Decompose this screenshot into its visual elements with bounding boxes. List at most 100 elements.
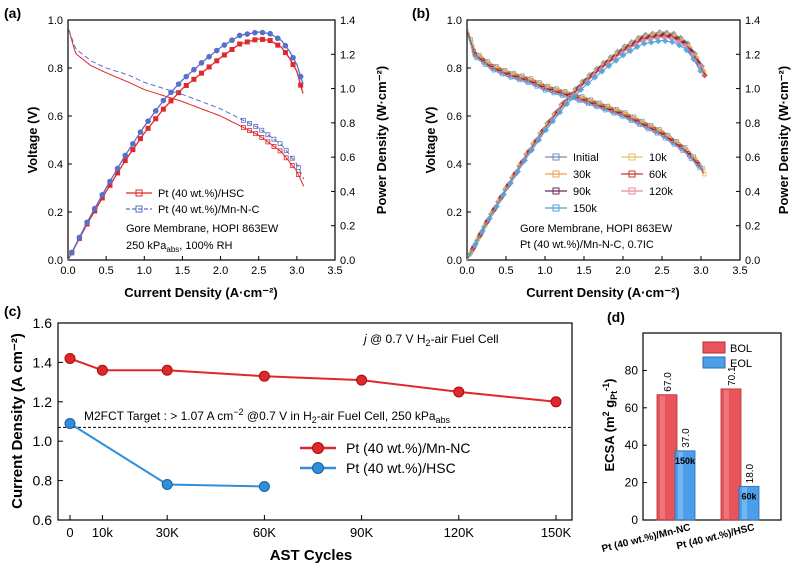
y2-tick-label-b: 1.2 <box>745 49 760 61</box>
power-point-a <box>213 47 220 54</box>
power-point-a <box>297 73 304 80</box>
legend-marker-b <box>628 153 636 161</box>
y2-tick-label-a: 0.8 <box>340 118 355 130</box>
legend-label-b-10k: 10k <box>649 152 667 164</box>
series-line-c-1 <box>69 422 265 488</box>
voltage-point-a <box>283 155 289 161</box>
y-tick-label-b: 1.0 <box>447 15 462 27</box>
voltage-point-b <box>689 157 693 161</box>
y2-tick-label-a: 0.4 <box>340 186 355 198</box>
data-point-c <box>161 479 173 491</box>
x-tick-label-c: 10k <box>92 525 113 540</box>
y-tick-label-a: 0.6 <box>48 111 63 123</box>
panel-label-c: (c) <box>4 303 21 319</box>
power-point-a <box>115 170 121 176</box>
power-point-a <box>145 118 151 124</box>
panel-label-a: (a) <box>4 5 21 21</box>
legend-label-a-mnnc: Pt (40 wt.%)/Mn-N-C <box>158 204 260 216</box>
power-point-a <box>91 205 98 212</box>
x-tick-label-a: 1.5 <box>175 265 190 277</box>
y-tick-label-b: 0.0 <box>447 255 462 267</box>
power-point-a <box>122 158 128 164</box>
voltage-point-b <box>654 131 659 136</box>
legend-marker-b <box>628 187 636 195</box>
voltage-point-a <box>247 128 252 133</box>
voltage-point-b <box>517 78 522 83</box>
legend-label-c-mnnc: Pt (40 wt.%)/Mn-NC <box>346 440 470 456</box>
legend-d: BOL EOL <box>702 341 752 370</box>
y2-tick-label-a: 0.2 <box>340 221 355 233</box>
voltage-point-a <box>241 125 246 130</box>
power-point-a <box>107 178 113 185</box>
power-point-a <box>221 42 228 48</box>
bar-inner-label: 150k <box>675 456 696 466</box>
legend-marker-b <box>628 170 636 178</box>
plot-frame-b <box>466 19 741 261</box>
bar-inner-label: 60k <box>741 491 757 501</box>
power-point-a <box>267 30 273 37</box>
data-point-c <box>356 374 368 386</box>
x-tick-label-a: 2.0 <box>213 265 228 277</box>
power-point-a <box>168 89 174 96</box>
y-axis-label-a: Voltage (V) <box>25 107 40 174</box>
power-point-a <box>114 165 121 172</box>
annotation-b-line1: Gore Membrane, HOPI 863EW <box>520 223 673 235</box>
power-point-a <box>130 140 136 147</box>
note-c: j @ 0.7 V H2-air Fuel Cell <box>362 332 499 348</box>
power-point-a <box>137 136 143 142</box>
y-tick-label-a: 1.0 <box>48 15 63 27</box>
power-point-a <box>267 38 273 44</box>
voltage-curve-a-0 <box>68 29 305 187</box>
x-tick-label-b: 3.0 <box>693 265 708 277</box>
legend-marker-b <box>552 187 560 195</box>
voltage-point-b <box>680 148 685 153</box>
voltage-point-b <box>508 75 513 80</box>
power-point-a <box>221 52 227 58</box>
panel-label-b: (b) <box>412 5 430 21</box>
voltage-point-a <box>289 163 295 168</box>
power-point-a <box>282 42 289 49</box>
power-point-a <box>206 53 212 60</box>
power-point-a <box>191 76 197 82</box>
power-point-a <box>229 46 235 52</box>
power-point-b <box>479 227 486 234</box>
y-tick-label-c: 1.6 <box>33 315 53 331</box>
voltage-point-a <box>241 117 246 123</box>
legend-marker-a-hsc <box>135 189 143 197</box>
legend-label-bol: BOL <box>730 343 752 355</box>
x-tick-label-c: 150K <box>541 525 572 540</box>
y2-tick-label-b: 0.2 <box>745 221 760 233</box>
voltage-point-b <box>697 166 702 171</box>
power-point-a <box>290 62 296 68</box>
voltage-point-a <box>265 132 271 138</box>
power-point-a <box>244 39 250 45</box>
voltage-point-b <box>646 127 651 132</box>
power-point-a <box>198 60 205 66</box>
x-tick-label-c: 60K <box>253 525 276 540</box>
power-point-a <box>252 37 258 43</box>
plot-frame-a <box>67 19 336 261</box>
y-tick-label-c: 1.4 <box>33 354 53 370</box>
power-point-a <box>214 58 220 64</box>
data-point-c <box>161 364 173 376</box>
power-point-a <box>130 147 136 153</box>
legend-label-b-150k: 150k <box>573 203 597 215</box>
y-tick-label-b: 0.8 <box>447 63 462 75</box>
power-point-b <box>507 179 514 187</box>
y-tick-label-d: 40 <box>625 438 639 452</box>
y-tick-label-c: 1.0 <box>33 433 53 449</box>
voltage-point-b <box>663 136 668 141</box>
power-point-a <box>259 29 266 36</box>
legend-label-b-30k: 30k <box>573 169 591 181</box>
power-point-a <box>84 219 90 226</box>
data-point-c <box>453 386 465 398</box>
voltage-point-a <box>271 143 277 149</box>
voltage-point-a <box>265 139 271 145</box>
y-tick-label-d: 60 <box>625 401 639 415</box>
voltage-curve-b-6 <box>467 35 701 170</box>
legend-marker-c-mnnc <box>312 442 324 454</box>
legend-c: Pt (40 wt.%)/Mn-NC Pt (40 wt.%)/HSC <box>300 440 470 476</box>
annotation-a-line1: Gore Membrane, HOPI 863EW <box>126 223 279 235</box>
voltage-point-a <box>253 131 259 137</box>
voltage-point-b <box>594 105 599 110</box>
